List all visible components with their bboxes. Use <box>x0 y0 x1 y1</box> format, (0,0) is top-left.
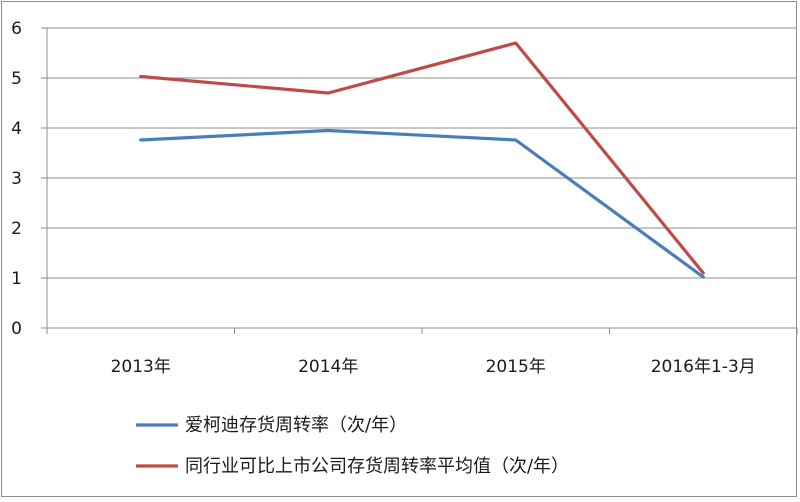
x-category-label: 2014年 <box>298 357 358 377</box>
y-tick-label: 2 <box>11 219 22 239</box>
y-tick-label: 5 <box>11 69 22 89</box>
y-axis-tick-labels: 0 1 2 3 4 5 6 <box>11 19 22 339</box>
y-tick-label: 3 <box>11 169 22 189</box>
x-category-label: 2016年1-3月 <box>651 357 756 377</box>
y-tick-label: 0 <box>11 319 22 339</box>
x-category-label: 2013年 <box>111 357 171 377</box>
y-tick-label: 4 <box>11 119 22 139</box>
series-line-1 <box>139 128 705 279</box>
y-tick-label: 6 <box>11 19 22 39</box>
x-category-label: 2015年 <box>486 357 546 377</box>
legend: 爱柯迪存货周转率（次/年） 同行业可比上市公司存货周转率平均值（次/年） <box>136 415 569 477</box>
axes <box>41 27 798 334</box>
series-line-2 <box>139 41 705 275</box>
series-lines <box>139 41 705 279</box>
gridlines <box>47 27 797 279</box>
y-tick-label: 1 <box>11 269 22 289</box>
legend-label-2: 同行业可比上市公司存货周转率平均值（次/年） <box>185 456 569 477</box>
x-axis-category-labels: 2013年 2014年 2015年 2016年1-3月 <box>111 357 756 377</box>
legend-label-1: 爱柯迪存货周转率（次/年） <box>185 415 407 436</box>
